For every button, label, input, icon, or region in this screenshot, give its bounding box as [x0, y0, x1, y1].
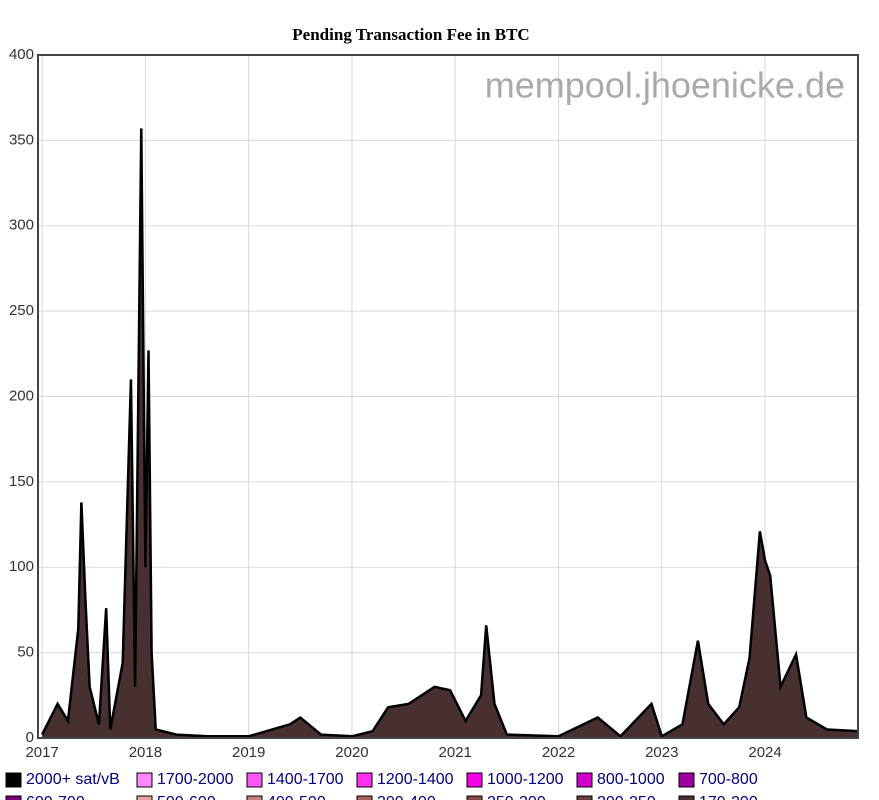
area	[42, 128, 858, 737]
legend-swatch	[576, 772, 593, 788]
legend-label: 1000-1200	[487, 771, 564, 788]
legend-swatch	[246, 772, 263, 788]
y-tick-label: 0	[26, 729, 34, 746]
legend-label: 200-250	[597, 794, 656, 800]
x-tick-label: 2020	[335, 744, 368, 761]
legend-label: 500-600	[157, 794, 216, 800]
area	[42, 128, 858, 739]
chart-title: Pending Transaction Fee in BTC	[292, 25, 529, 44]
legend-label: 2000+ sat/vB	[26, 771, 120, 788]
y-tick-label: 300	[9, 217, 34, 234]
legend-swatch	[246, 795, 263, 800]
y-tick-label: 200	[9, 387, 34, 404]
area	[42, 128, 858, 737]
legend-swatch	[5, 772, 22, 788]
legend-label: 600-700	[26, 794, 85, 800]
legend-swatch	[356, 795, 373, 800]
y-tick-label: 350	[9, 131, 34, 148]
y-tick-label: 100	[9, 558, 34, 575]
area	[42, 128, 858, 737]
x-tick-label: 2024	[748, 744, 781, 761]
x-tick-label: 2023	[645, 744, 678, 761]
area	[42, 128, 858, 737]
legend-label: 300-400	[377, 794, 436, 800]
legend-swatch	[678, 795, 695, 800]
legend-swatch	[466, 795, 483, 800]
legend-label: 800-1000	[597, 771, 665, 788]
area	[41, 128, 859, 739]
legend-swatch	[678, 772, 695, 788]
area	[42, 128, 858, 737]
x-tick-label: 2021	[439, 744, 472, 761]
legend-label: 1200-1400	[377, 771, 454, 788]
area	[42, 128, 858, 737]
legend-label: 700-800	[699, 771, 758, 788]
y-tick-label: 400	[9, 46, 34, 63]
legend-swatch	[576, 795, 593, 800]
area	[42, 128, 858, 737]
y-tick-label: 150	[9, 473, 34, 490]
legend-swatch	[466, 772, 483, 788]
y-tick-label: 50	[17, 644, 34, 661]
legend-label: 400-500	[267, 794, 326, 800]
legend-label: 1700-2000	[157, 771, 234, 788]
area	[42, 128, 858, 737]
area	[42, 128, 858, 737]
y-tick-label: 250	[9, 302, 34, 319]
x-tick-label: 2018	[129, 744, 162, 761]
x-tick-label: 2019	[232, 744, 265, 761]
x-tick-label: 2017	[25, 744, 58, 761]
x-tick-label: 2022	[542, 744, 575, 761]
legend-label: 1400-1700	[267, 771, 344, 788]
legend-label: 170-200	[699, 794, 758, 800]
legend-swatch	[136, 795, 153, 800]
legend-label: 250-300	[487, 794, 546, 800]
area	[42, 128, 858, 737]
legend-swatch	[5, 795, 22, 800]
area	[42, 128, 858, 737]
area	[42, 128, 858, 737]
legend-swatch	[136, 772, 153, 788]
legend-swatch	[356, 772, 373, 788]
watermark: mempool.jhoenicke.de	[485, 65, 845, 106]
plot-frame	[37, 54, 859, 739]
